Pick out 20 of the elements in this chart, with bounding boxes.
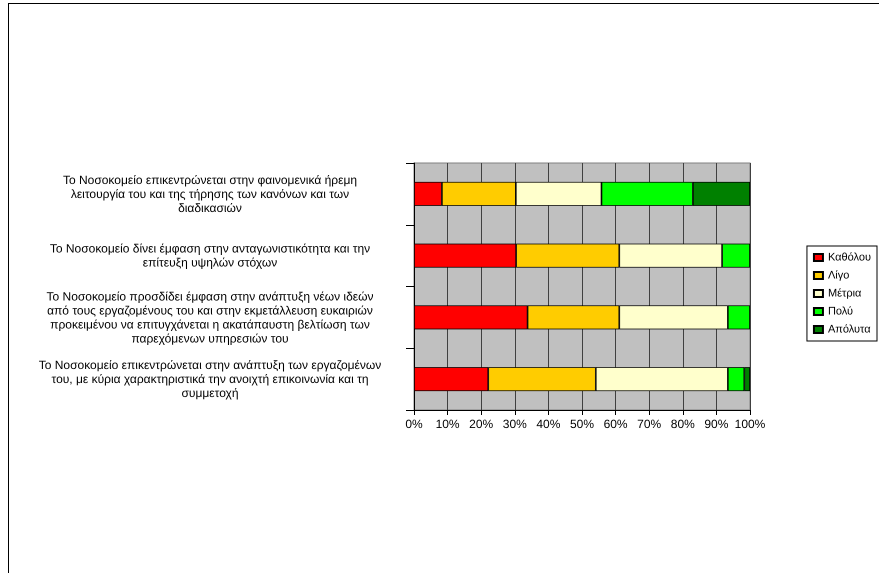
y-tick-label: Το Νοσοκομείο προσδίδει έμφαση στην ανάπτυξη νέων ιδεών από τους εργαζομένους του και στην εκμετάλλευση ευκαιριών προκειμένου να επιτυγχάνεται η ακατάπαυστη βελτίωση των παρεχόμενων υπηρεσιών του [46,289,374,346]
x-tick-label: 30% [502,417,528,431]
y-tick-label: Το Νοσοκομείο επικεντρώνεται στην ανάπτυξη των εργαζομένων του, με κύρια χαρακτηριστικά την ανοιχτή επικοινωνία και τη συμμετοχή [38,358,382,400]
x-tick-label: 40% [536,417,561,431]
x-tick-label: 100% [734,417,766,431]
legend-label: Μέτρια [828,288,862,300]
legend-label: Απόλυτα [828,324,872,336]
legend-label: Καθόλου [828,252,872,264]
x-tick-label: 60% [604,417,628,431]
x-tick-label: 0% [405,417,423,431]
x-tick-label: 10% [436,417,460,431]
x-tick-label: 50% [570,417,594,431]
legend-label: Πολύ [828,306,854,318]
y-tick-label: Το Νοσοκομείο δίνει έμφαση στην ανταγωνιστικότητα και την επίτευξη υψηλών στόχων [50,242,370,270]
legend-label: Λίγο [828,270,850,282]
x-tick-label: 20% [469,417,494,431]
x-tick-label: 80% [670,417,696,431]
y-tick-label: Το Νοσοκομείο επικεντρώνεται στην φαινομενικά ήρεμη λειτουργία του και της τήρησης των κανόνων και των διαδικασιών [62,172,358,215]
x-tick-label: 70% [637,417,662,431]
x-tick-label: 90% [704,417,729,431]
